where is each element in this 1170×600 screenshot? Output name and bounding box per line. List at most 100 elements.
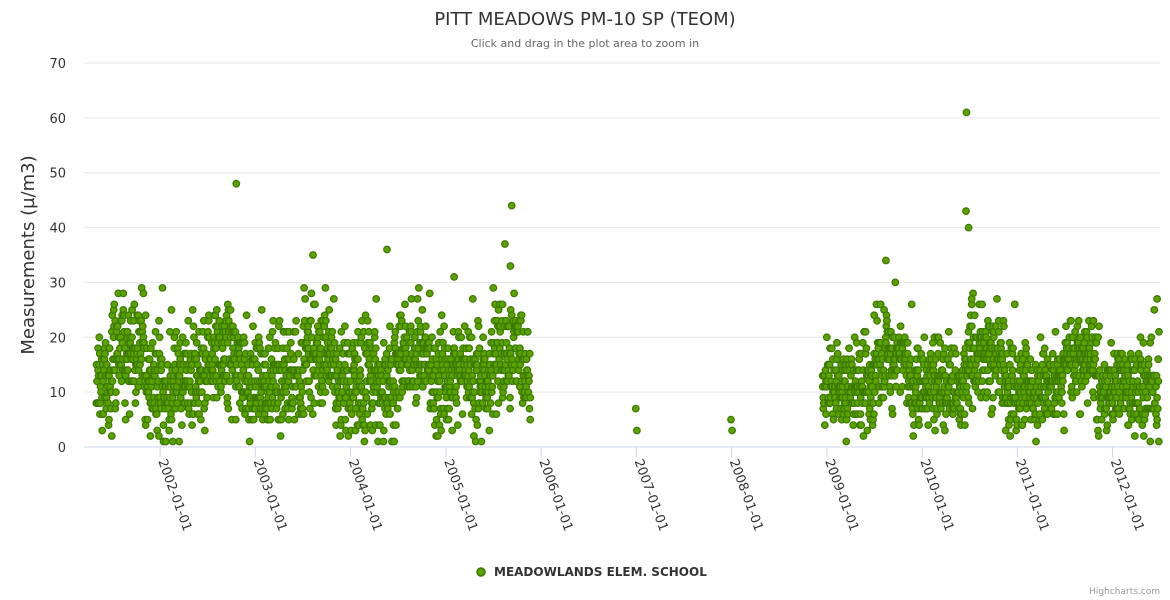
data-point[interactable] [888,410,897,419]
data-point[interactable] [633,426,641,435]
data-point[interactable] [390,437,399,446]
data-point[interactable] [1072,388,1081,397]
data-point[interactable] [856,410,865,419]
data-point[interactable] [305,377,314,386]
data-point[interactable] [379,338,388,347]
data-point[interactable] [962,207,970,216]
data-point[interactable] [301,295,310,303]
data-point[interactable] [452,382,461,391]
data-point[interactable] [119,289,128,298]
data-point[interactable] [266,415,275,424]
data-point[interactable] [428,333,436,342]
data-point[interactable] [825,360,834,369]
data-point[interactable] [321,284,330,292]
data-point[interactable] [154,432,163,440]
data-point[interactable] [995,388,1004,397]
data-point[interactable] [1059,410,1068,419]
data-point[interactable] [488,382,497,391]
data-point[interactable] [172,327,181,336]
data-point[interactable] [276,432,285,440]
data-point[interactable] [412,393,421,402]
data-point[interactable] [311,300,319,309]
data-point[interactable] [960,410,969,419]
data-point[interactable] [506,262,515,270]
data-point[interactable] [445,404,454,413]
data-point[interactable] [354,355,362,364]
data-point[interactable] [457,333,466,342]
data-point[interactable] [936,338,945,347]
data-point[interactable] [363,316,372,325]
data-point[interactable] [941,426,949,435]
data-point[interactable] [309,251,317,259]
data-point[interactable] [223,393,232,402]
data-point[interactable] [131,399,140,408]
data-point[interactable] [1139,432,1148,440]
data-point[interactable] [1026,355,1035,364]
data-point[interactable] [283,344,291,353]
data-point[interactable] [391,327,400,336]
data-point[interactable] [95,333,104,342]
data-point[interactable] [178,333,187,342]
data-point[interactable] [292,316,301,325]
data-point[interactable] [970,311,979,320]
data-point[interactable] [1108,399,1117,408]
data-point[interactable] [282,388,291,397]
data-point[interactable] [460,322,469,331]
data-point[interactable] [903,338,912,347]
data-point[interactable] [822,410,830,419]
data-point[interactable] [914,366,923,375]
data-point[interactable] [475,344,484,353]
data-point[interactable] [1051,327,1060,336]
data-point[interactable] [318,399,327,408]
data-point[interactable] [393,404,402,413]
data-point[interactable] [1060,426,1068,435]
data-point[interactable] [436,327,445,336]
series-meadowlands-points[interactable] [92,108,1163,446]
data-point[interactable] [371,344,380,353]
data-point[interactable] [1077,382,1086,391]
data-point[interactable] [478,399,487,408]
data-point[interactable] [175,437,184,446]
data-point[interactable] [983,388,992,397]
data-point[interactable] [273,399,282,408]
data-point[interactable] [98,426,107,435]
data-point[interactable] [857,421,866,430]
data-point[interactable] [1008,366,1017,375]
data-point[interactable] [1123,360,1132,369]
data-point[interactable] [307,316,315,325]
data-point[interactable] [203,393,212,402]
data-point[interactable] [1143,393,1152,402]
data-point[interactable] [325,306,334,314]
data-point[interactable] [163,360,172,369]
data-point[interactable] [184,316,193,325]
data-point[interactable] [362,393,371,402]
data-point[interactable] [1057,399,1066,408]
data-point[interactable] [453,421,462,430]
data-point[interactable] [298,388,307,397]
data-point[interactable] [859,432,868,440]
data-point[interactable] [268,327,277,336]
data-point[interactable] [994,327,1003,336]
data-point[interactable] [842,437,851,446]
data-point[interactable] [1146,437,1155,446]
data-point[interactable] [915,421,923,430]
data-point[interactable] [224,404,233,413]
data-point[interactable] [1001,426,1010,435]
data-point[interactable] [307,289,316,298]
data-point[interactable] [845,344,853,353]
data-point[interactable] [1100,360,1109,369]
data-point[interactable] [506,393,514,402]
data-point[interactable] [155,333,164,342]
data-point[interactable] [257,306,266,314]
data-point[interactable] [291,327,300,336]
data-point[interactable] [347,410,356,419]
data-point[interactable] [1154,355,1163,364]
data-point[interactable] [1155,327,1163,336]
data-point[interactable] [307,393,315,402]
data-point[interactable] [148,338,157,347]
data-point[interactable] [196,415,205,424]
data-point[interactable] [1067,316,1075,325]
data-point[interactable] [473,421,482,430]
data-point[interactable] [523,327,532,336]
data-point[interactable] [525,377,533,386]
